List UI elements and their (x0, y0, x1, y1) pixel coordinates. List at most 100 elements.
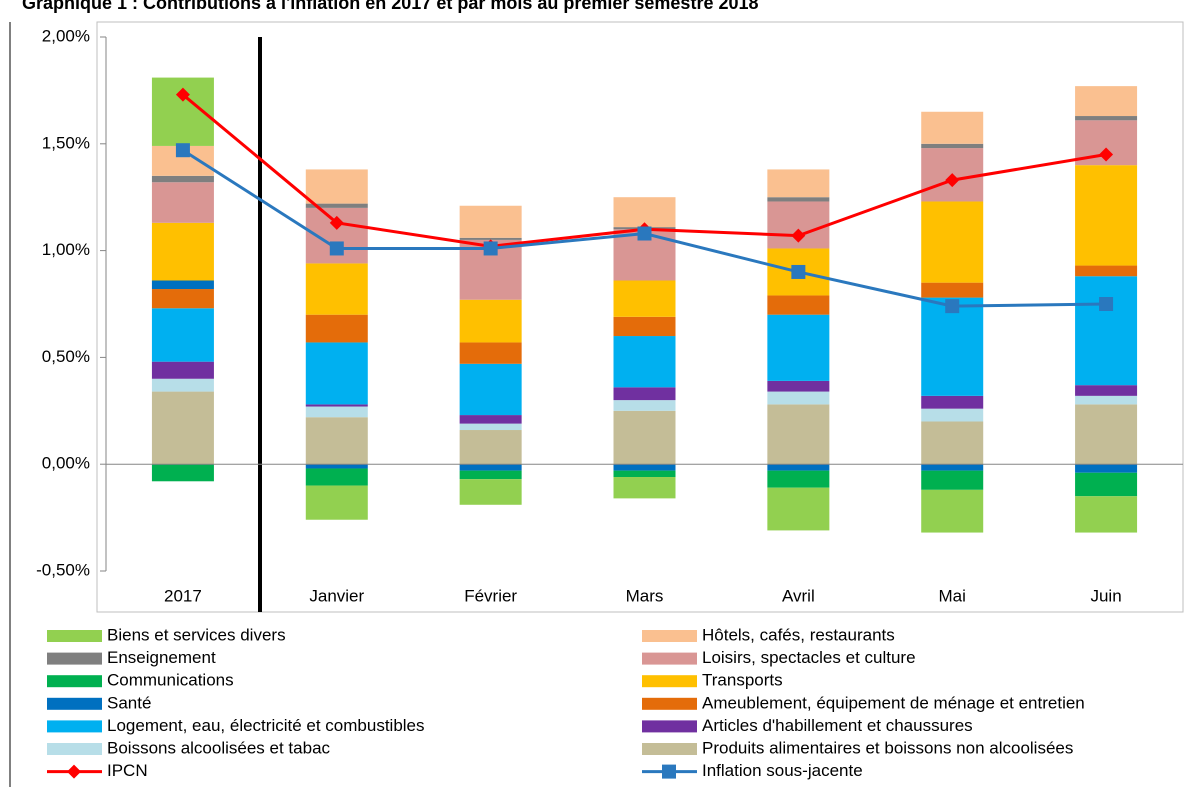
bar-segment (151, 280, 214, 290)
bar-segment (459, 299, 522, 343)
legend-swatch (642, 630, 697, 642)
bar-segment (151, 289, 214, 309)
legend-label: Logement, eau, électricité et combustibl… (107, 716, 425, 735)
bar-segment (921, 143, 984, 149)
bar-segment (921, 111, 984, 144)
legend-swatch (47, 675, 102, 688)
bar-segment (459, 464, 522, 471)
bar-segment (459, 423, 522, 431)
bar-segment (459, 415, 522, 424)
line-marker (1099, 147, 1114, 162)
bar-segment (1075, 404, 1138, 465)
legend-marker (662, 764, 676, 779)
bar-segment (1075, 464, 1138, 473)
bar-segment (921, 464, 984, 471)
bar-segment (767, 380, 830, 392)
legend-label: Transports (702, 671, 783, 690)
bar-segment (767, 169, 830, 198)
bar-segment (921, 421, 984, 465)
bar-segment (613, 400, 676, 411)
legend-label: Articles d'habillement et chaussures (702, 716, 973, 735)
plot-frame (96, 21, 1184, 613)
bar-segment (305, 169, 368, 204)
x-tick-label: Avril (782, 586, 815, 605)
y-tick-label: 0,50% (42, 347, 90, 366)
legend-label: Hôtels, cafés, restaurants (702, 625, 895, 644)
bar-segment (1075, 385, 1138, 396)
bar-segment (613, 316, 676, 337)
line-marker (483, 241, 498, 256)
bar-segment (921, 201, 984, 283)
bar-segment (613, 387, 676, 401)
bar-segment (305, 485, 368, 520)
bar-segment (151, 361, 214, 379)
y-tick-label: 1,00% (42, 240, 90, 259)
legend-label: Biens et services divers (107, 625, 286, 644)
legend-swatch (47, 697, 102, 710)
legend-label: Communications (107, 671, 234, 690)
bar-segment (613, 197, 676, 228)
bar-segment (151, 182, 214, 223)
y-tick-label: 0,00% (42, 454, 90, 473)
y-tick-label: -0,50% (36, 560, 90, 579)
bar-segment (921, 470, 984, 490)
bar-segment (613, 410, 676, 465)
bar-segment (459, 205, 522, 238)
y-tick-label: 2,00% (42, 26, 90, 45)
bar-segment (613, 464, 676, 471)
line-marker (1099, 297, 1114, 311)
bar-segment (305, 404, 368, 407)
bar-segment (459, 237, 522, 240)
bar-segment (613, 477, 676, 499)
bar-segment (767, 464, 830, 471)
bar-segment (459, 470, 522, 480)
bar-segment (921, 297, 984, 396)
bar-segment (767, 470, 830, 488)
bar-segment (305, 406, 368, 418)
legend-swatch (642, 675, 697, 688)
bar-segment (1075, 116, 1138, 121)
bar-segment (305, 468, 368, 486)
legend-label: IPCN (107, 761, 148, 780)
legend-swatch (642, 720, 697, 733)
bar-segment (1075, 496, 1138, 533)
bar-segment (767, 404, 830, 465)
bar-segment (151, 222, 214, 281)
bar-segment (1075, 276, 1138, 386)
legend-label: Santé (107, 693, 151, 712)
line-marker (945, 173, 960, 188)
bar-segment (613, 470, 676, 478)
legend-swatch (47, 652, 102, 665)
legend-label: Enseignement (107, 648, 216, 667)
x-tick-label: Mars (626, 586, 664, 605)
bar-segment (305, 314, 368, 343)
bar-segment (305, 203, 368, 208)
bar-segment (305, 464, 368, 469)
bar-segment (767, 295, 830, 315)
bar-segment (459, 363, 522, 416)
x-tick-label: Février (464, 586, 517, 605)
x-tick-label: Mai (939, 586, 966, 605)
legend-swatch (642, 652, 697, 665)
bar-segment (767, 314, 830, 381)
legend-swatch (47, 720, 102, 733)
bar-segment (921, 282, 984, 298)
line-marker (175, 87, 190, 102)
bar-segment (151, 175, 214, 183)
bar-segment (151, 308, 214, 362)
line-marker (945, 299, 960, 314)
line-marker (791, 264, 806, 279)
bar-segment (459, 342, 522, 364)
legend-swatch (642, 697, 697, 710)
bar-segment (1075, 165, 1138, 266)
bar-segment (921, 489, 984, 533)
x-tick-label: 2017 (164, 586, 202, 605)
x-tick-label: Janvier (309, 586, 364, 605)
line-marker (175, 143, 190, 158)
line-marker (791, 228, 806, 243)
line-marker (329, 241, 344, 256)
legend-label: Produits alimentaires et boissons non al… (702, 738, 1073, 757)
legend-label: Boissons alcoolisées et tabac (107, 738, 331, 757)
